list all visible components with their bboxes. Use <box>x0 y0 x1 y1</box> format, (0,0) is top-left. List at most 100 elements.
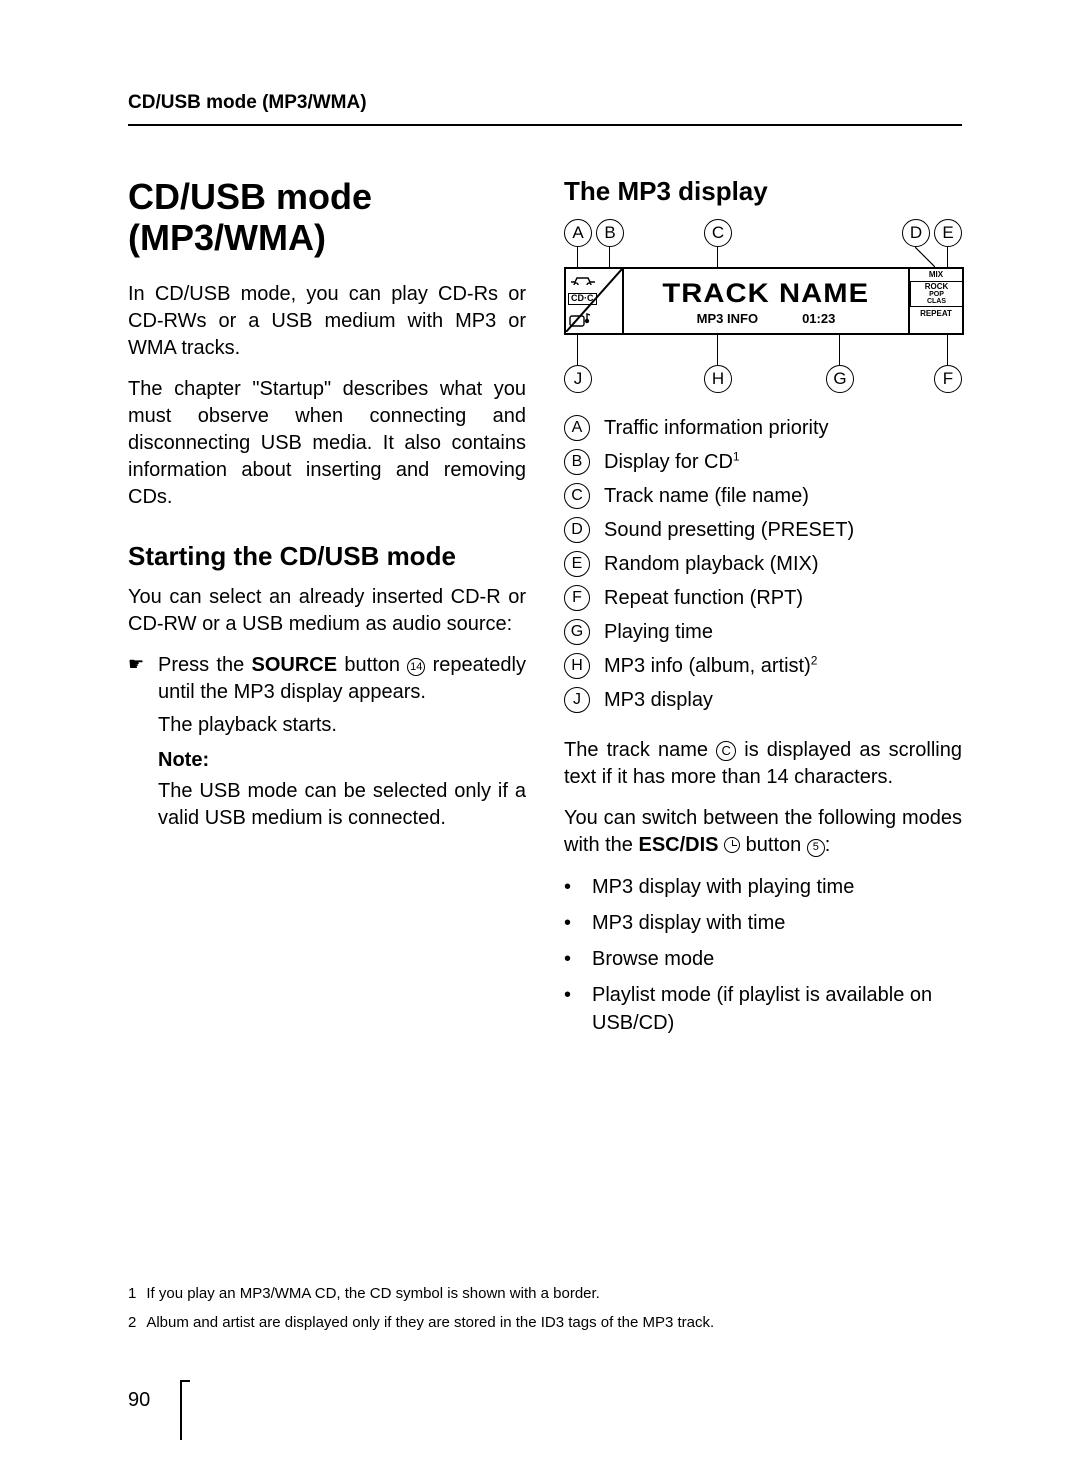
callout-list: A Traffic information priority B Display… <box>564 413 962 715</box>
mix-badge: MIX <box>910 269 962 282</box>
bullet-text: Browse mode <box>592 945 714 973</box>
vline <box>577 247 578 267</box>
bullet-text: Playlist mode (if playlist is available … <box>592 981 962 1037</box>
callout-text: Traffic information priority <box>604 413 829 443</box>
callout-letter: E <box>564 551 590 577</box>
mp3-display-title: The MP3 display <box>564 176 962 207</box>
page-crop-mark <box>180 1380 182 1440</box>
playback-starts: The playback starts. <box>158 712 526 739</box>
intro-2: The chapter "Startup" describes what you… <box>128 376 526 511</box>
inline-letter-C: C <box>716 741 736 761</box>
play-time: 01:23 <box>802 311 835 326</box>
clas-label: CLAS <box>911 298 962 305</box>
callout-E: E <box>934 219 962 247</box>
callout-C: C <box>704 219 732 247</box>
callout-G: G <box>826 365 854 393</box>
vline <box>609 247 610 267</box>
callout-letter: A <box>564 415 590 441</box>
bullet-item: • MP3 display with playing time <box>564 873 962 901</box>
source-bold: SOURCE <box>252 654 338 676</box>
fn-text: Album and artist are displayed only if t… <box>146 1312 714 1335</box>
callout-D: D <box>902 219 930 247</box>
main-title: CD/USB mode (MP3/WMA) <box>128 176 526 259</box>
lcd-info-row: MP3 INFO 01:23 <box>697 311 836 326</box>
switch-modes: You can switch between the following mod… <box>564 805 962 859</box>
bullet-text: MP3 display with playing time <box>592 873 854 901</box>
callout-item: D Sound presetting (PRESET) <box>564 515 962 545</box>
callout-F: F <box>934 365 962 393</box>
t: Display for CD <box>604 451 733 473</box>
note-heading: Note: <box>158 749 526 772</box>
t: MP3 info (album, artist) <box>604 655 811 677</box>
callout-item: B Display for CD1 <box>564 447 962 477</box>
t1: The track name <box>564 739 716 761</box>
right-column: The MP3 display A B C D E J H G F <box>564 176 962 1045</box>
callout-item: H MP3 info (album, artist)2 <box>564 651 962 681</box>
callout-A: A <box>564 219 592 247</box>
left-column: CD/USB mode (MP3/WMA) In CD/USB mode, yo… <box>128 176 526 1045</box>
footnote-1: 1If you play an MP3/WMA CD, the CD symbo… <box>128 1283 714 1306</box>
intro-1: In CD/USB mode, you can play CD-Rs or CD… <box>128 281 526 362</box>
subhead-starting: Starting the CD/USB mode <box>128 541 526 572</box>
lcd-center: TRACK NAME MP3 INFO 01:23 <box>622 269 910 333</box>
callout-text: MP3 info (album, artist)2 <box>604 651 817 681</box>
vline <box>577 335 578 365</box>
bullet-dot: • <box>564 981 578 1037</box>
t1: Press the <box>158 654 252 676</box>
bullet-item: • MP3 display with time <box>564 909 962 937</box>
callout-letter: B <box>564 449 590 475</box>
vline <box>717 247 718 267</box>
t3: : <box>825 834 831 856</box>
callout-letter: C <box>564 483 590 509</box>
button-14: 14 <box>407 658 425 676</box>
callout-item: A Traffic information priority <box>564 413 962 443</box>
t2: button <box>740 834 807 856</box>
p-select-source: You can select an already inserted CD-R … <box>128 584 526 638</box>
bullet-text: MP3 display with time <box>592 909 785 937</box>
track-name-text: TRACK NAME <box>663 278 870 309</box>
bullet-item: •Playlist mode (if playlist is available… <box>564 981 962 1037</box>
vline <box>947 335 948 365</box>
mp3-info-label: MP3 INFO <box>697 311 758 326</box>
preset-badge: ROCK POP CLAS <box>910 282 962 307</box>
callout-text: Track name (file name) <box>604 481 809 511</box>
callout-text: MP3 display <box>604 685 713 715</box>
cdc-badge: CD·C <box>568 293 597 305</box>
callout-item: G Playing time <box>564 617 962 647</box>
callout-letter: H <box>564 653 590 679</box>
footnote-2: 2 Album and artist are displayed only if … <box>128 1312 714 1335</box>
callout-text: Repeat function (RPT) <box>604 583 803 613</box>
scrolling-note: The track name C is displayed as scrolli… <box>564 737 962 791</box>
callout-item: E Random playback (MIX) <box>564 549 962 579</box>
vline <box>947 247 948 267</box>
callout-letter: F <box>564 585 590 611</box>
page-number: 90 <box>128 1389 150 1412</box>
escdis-bold: ESC/DIS <box>638 834 718 856</box>
fn-num: 1 <box>128 1283 136 1306</box>
callout-B: B <box>596 219 624 247</box>
bullet-dot: • <box>564 873 578 901</box>
bullet-dot: • <box>564 909 578 937</box>
callout-text: Playing time <box>604 617 713 647</box>
content-columns: CD/USB mode (MP3/WMA) In CD/USB mode, yo… <box>128 176 962 1045</box>
hand-icon: ☛ <box>128 652 150 706</box>
mp3-display-diagram: A B C D E J H G F <box>564 219 964 395</box>
traffic-icon <box>570 273 596 288</box>
callout-H: H <box>704 365 732 393</box>
footnotes: 1If you play an MP3/WMA CD, the CD symbo… <box>128 1283 714 1340</box>
callout-item: C Track name (file name) <box>564 481 962 511</box>
sup: 1 <box>733 449 740 463</box>
sup: 2 <box>811 653 818 667</box>
mode-bullets: • MP3 display with playing time • MP3 disp… <box>564 873 962 1037</box>
fn-num: 2 <box>128 1312 136 1335</box>
callout-letter: G <box>564 619 590 645</box>
callout-text: Display for CD1 <box>604 447 740 477</box>
vline <box>717 335 718 365</box>
button-5: 5 <box>807 839 825 857</box>
callout-item: F Repeat function (RPT) <box>564 583 962 613</box>
bullet-dot: • <box>564 945 578 973</box>
instruction-press-source: ☛ Press the SOURCE button 14 repeatedly … <box>128 652 526 706</box>
instruction-text: Press the SOURCE button 14 repeatedly un… <box>158 652 526 706</box>
repeat-badge: REPEAT <box>910 307 962 321</box>
bullet-item: • Browse mode <box>564 945 962 973</box>
